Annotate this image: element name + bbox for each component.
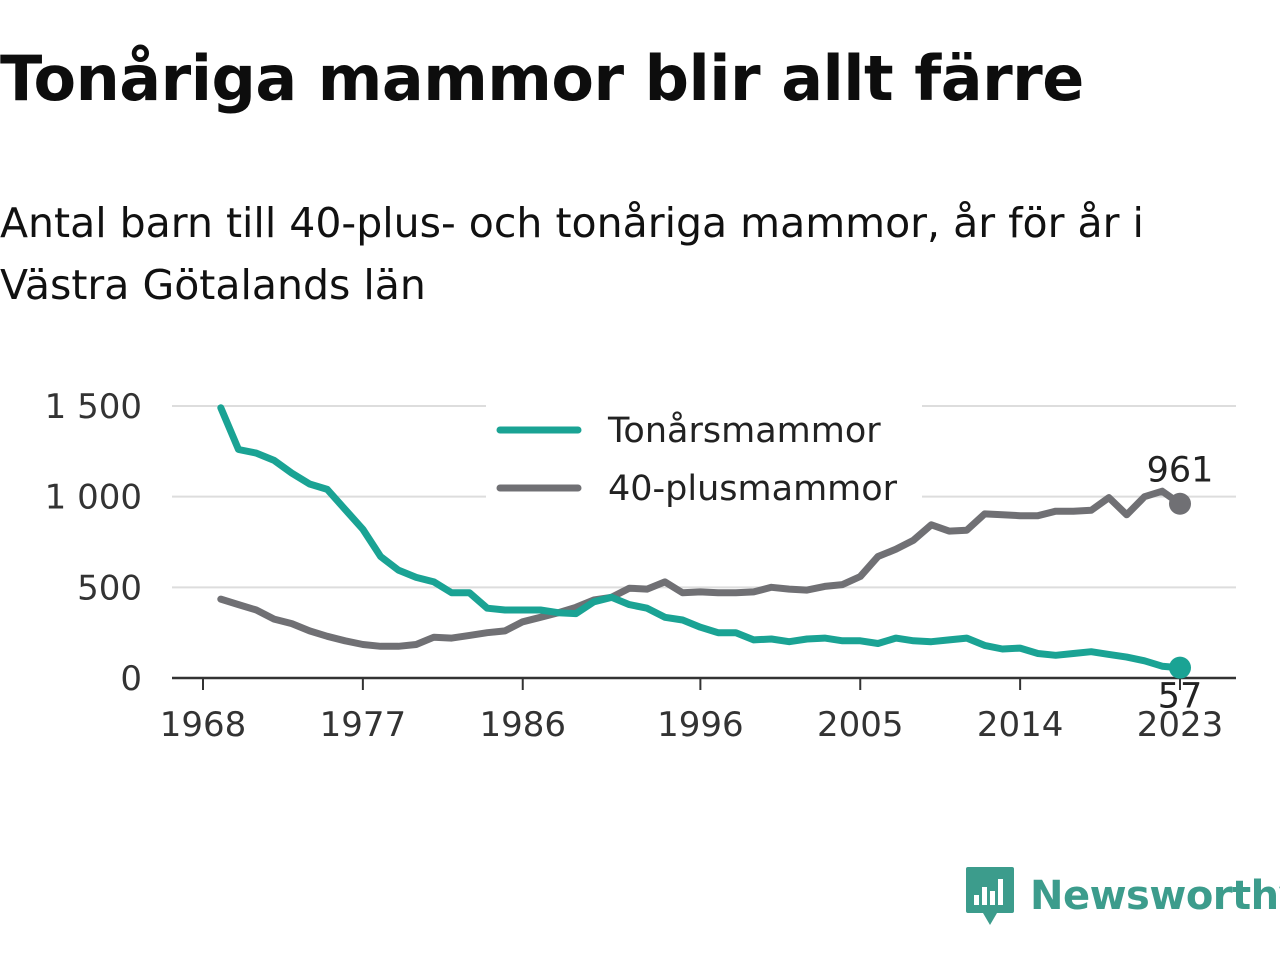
series-lines [217,404,1191,679]
chart-subtitle: Antal barn till 40-plus- och tonåriga ma… [0,199,1144,309]
y-axis: 0 500 1 000 1 500 [45,387,142,699]
legend: Tonårsmammor 40-plusmammor [486,400,922,518]
y-tick-label: 1 000 [45,478,142,518]
legend-label: Tonårsmammor [607,410,881,451]
x-tick-label: 1968 [160,705,247,745]
line-chart: 1968 1977 1986 1996 2005 2014 2023 0 500 1 000 1 … [45,387,1236,745]
end-labels: 57 961 [1147,451,1214,717]
y-tick-label: 500 [77,568,142,608]
end-point-tonarsmammor [1169,656,1191,679]
x-tick-label: 2005 [817,705,904,745]
series-line-40-plusmammor [217,487,1184,650]
x-tick-label: 1977 [320,705,407,745]
brand-name: Newsworthy [1030,873,1280,919]
end-point-40-plusmammor [1169,492,1191,515]
y-tick-label: 0 [120,659,142,699]
x-tick-label: 2023 [1137,705,1224,745]
bar-chart-speech-bubble-icon [966,867,1014,925]
series-line-tonarsmammor [217,404,1184,672]
legend-background [486,400,922,518]
x-tick-label: 2014 [977,705,1064,745]
x-tick-label: 1996 [657,705,744,745]
chart-title: Tonåriga mammor blir allt färre [0,42,1084,115]
x-axis: 1968 1977 1986 1996 2005 2014 2023 [160,676,1236,745]
legend-label: 40-plusmammor [608,469,898,509]
end-value-label: 961 [1147,451,1214,491]
end-value-label: 57 [1158,677,1203,717]
newsworthy-logo: Newsworthy [964,864,1280,928]
x-tick-label: 1986 [479,705,566,745]
y-tick-label: 1 500 [45,387,142,427]
